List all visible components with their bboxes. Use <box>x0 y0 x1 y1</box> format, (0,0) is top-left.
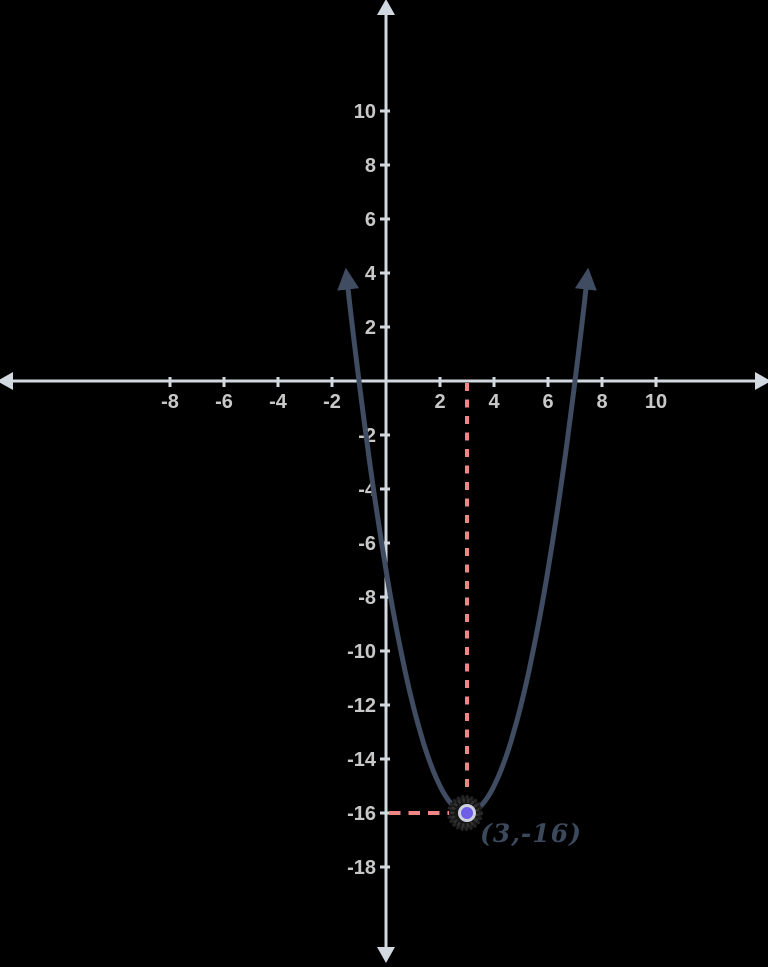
x-tick-label: -6 <box>215 391 233 413</box>
y-tick-label: 8 <box>365 155 376 177</box>
y-tick-label: -10 <box>347 641 376 663</box>
x-tick-label: -8 <box>161 391 179 413</box>
x-tick-label: 6 <box>542 391 553 413</box>
y-tick-label: -18 <box>347 857 376 879</box>
vertex-point <box>458 804 476 822</box>
y-tick-label: 10 <box>354 101 376 123</box>
y-tick-label: 4 <box>365 263 377 285</box>
x-tick-label: 4 <box>488 391 500 413</box>
x-tick-label: 8 <box>596 391 607 413</box>
vertex-annotation: (3,-16) <box>389 383 582 848</box>
scribble-ring-inner <box>450 798 480 828</box>
x-tick-label: 2 <box>434 391 445 413</box>
y-tick-label: -8 <box>358 587 376 609</box>
y-tick-label: 6 <box>365 209 376 231</box>
y-tick-label: -14 <box>347 749 377 771</box>
parabola-curve <box>337 267 597 816</box>
y-tick-label: -12 <box>347 695 376 717</box>
vertex-label: (3,-16) <box>480 819 582 848</box>
y-tick-label: -6 <box>358 533 376 555</box>
y-tick-label: 2 <box>365 317 376 339</box>
y-tick-label: -16 <box>347 803 376 825</box>
x-axis-ticks: -8 -6 -4 -2 2 4 6 8 10 <box>161 377 667 413</box>
parabola-right-branch <box>464 267 597 816</box>
x-tick-label: -4 <box>269 391 288 413</box>
parabola-left-branch <box>337 267 470 816</box>
x-tick-label: -2 <box>323 391 341 413</box>
x-tick-label: 10 <box>645 391 667 413</box>
